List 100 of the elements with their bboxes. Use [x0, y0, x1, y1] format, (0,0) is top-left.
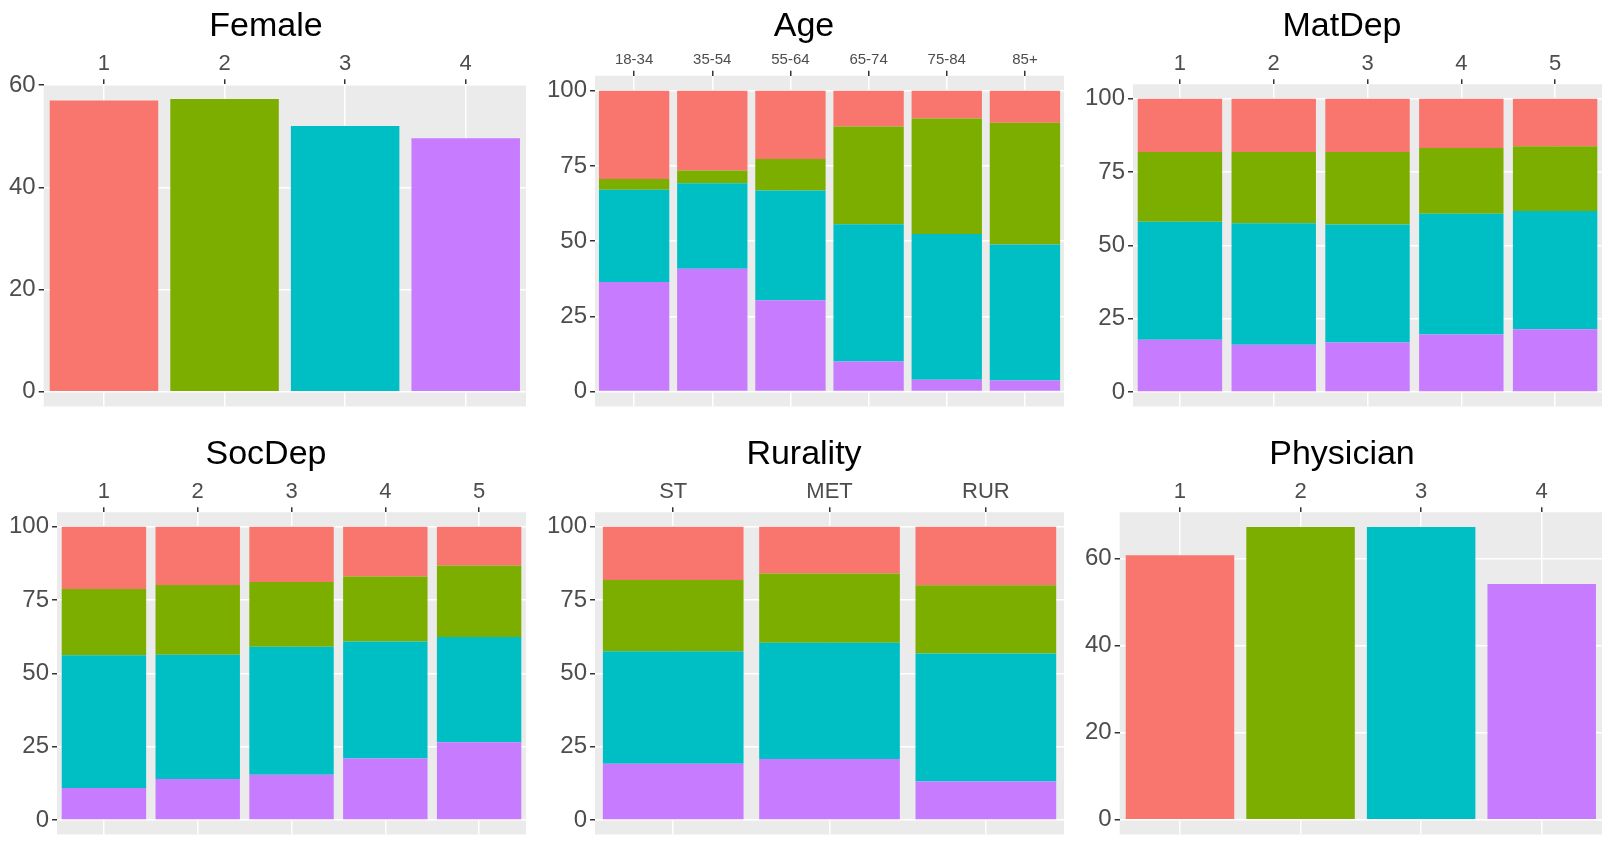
- x-tick-label: 5: [472, 478, 486, 504]
- bar: [249, 526, 334, 582]
- x-tick-label: 3: [1415, 478, 1428, 504]
- bar: [598, 189, 670, 283]
- x-tick-label: 4: [1535, 478, 1548, 504]
- bar: [915, 653, 1057, 782]
- bar: [61, 655, 147, 788]
- bar: [343, 641, 428, 759]
- y-tick-label: 60: [1084, 543, 1112, 571]
- y-tick-label: 60: [8, 69, 36, 97]
- x-tick-label: 55-64: [771, 49, 810, 67]
- x-tick-label: 65-74: [849, 49, 888, 67]
- chart-title: Rurality: [746, 432, 862, 471]
- bar: [911, 90, 982, 119]
- y-tick-label: 0: [573, 804, 588, 832]
- bar: [436, 742, 522, 820]
- bar: [755, 159, 826, 191]
- bar: [1512, 146, 1598, 212]
- bar: [833, 361, 904, 391]
- x-tick-label: 85+: [1012, 49, 1038, 67]
- bar: [1137, 221, 1223, 340]
- bar: [61, 526, 147, 589]
- y-tick-label: 100: [1085, 83, 1126, 111]
- y-tick-label: 20: [1084, 717, 1112, 745]
- bar: [49, 100, 159, 392]
- x-tick-label: 2: [1267, 50, 1280, 76]
- chart-title: Physician: [1269, 432, 1415, 471]
- bar: [677, 170, 748, 184]
- x-tick-label: 18-34: [614, 49, 654, 67]
- bar: [1137, 339, 1223, 392]
- y-tick-label: 25: [22, 731, 50, 759]
- x-tick-label: RUR: [962, 478, 1010, 504]
- bar: [759, 526, 900, 574]
- bar: [1137, 151, 1223, 222]
- bar: [1231, 223, 1316, 345]
- bar: [755, 300, 826, 391]
- bar: [833, 126, 904, 225]
- y-tick-label: 0: [573, 376, 588, 404]
- bar: [249, 646, 334, 775]
- x-tick-label: 3: [285, 478, 298, 504]
- bar: [598, 90, 670, 179]
- y-tick-label: 25: [560, 731, 588, 759]
- bar: [1487, 584, 1596, 820]
- bar: [598, 282, 670, 391]
- bar: [1512, 98, 1598, 147]
- bar: [1419, 334, 1504, 392]
- y-tick-label: 25: [1098, 303, 1126, 331]
- bar: [155, 584, 240, 655]
- x-tick-label: ST: [659, 478, 688, 504]
- bar: [989, 244, 1061, 381]
- y-tick-label: 0: [1111, 376, 1126, 404]
- bar: [677, 268, 748, 391]
- y-tick-label: 75: [22, 584, 50, 612]
- x-tick-label: 4: [459, 50, 472, 76]
- chart-title: Female: [209, 4, 323, 43]
- x-tick-label: 2: [1294, 478, 1307, 504]
- y-tick-label: 0: [22, 376, 36, 404]
- bar: [1246, 527, 1355, 820]
- bar: [911, 233, 982, 380]
- bar: [915, 585, 1057, 654]
- bar: [602, 763, 744, 820]
- y-tick-label: 100: [547, 511, 588, 539]
- bar: [343, 576, 428, 642]
- bar: [989, 380, 1061, 391]
- bar: [1231, 151, 1316, 224]
- x-tick-label: 75-84: [927, 49, 966, 67]
- chart-title: Age: [773, 4, 835, 43]
- chart-title: MatDep: [1282, 4, 1402, 43]
- y-tick-label: 75: [560, 150, 588, 178]
- bar: [833, 90, 904, 127]
- x-tick-label: 1: [97, 478, 111, 504]
- bar: [602, 526, 744, 580]
- bar: [1125, 555, 1235, 820]
- y-tick-label: 0: [1098, 804, 1112, 832]
- x-tick-label: 1: [1173, 478, 1187, 504]
- bar: [343, 526, 428, 577]
- x-tick-label: 1: [1173, 50, 1187, 76]
- bar: [989, 90, 1061, 123]
- bar: [1137, 98, 1223, 152]
- bar: [755, 190, 826, 301]
- bar: [155, 778, 240, 820]
- bar: [1325, 151, 1410, 225]
- bar: [1231, 98, 1316, 152]
- bar: [677, 90, 748, 171]
- bar: [833, 224, 904, 362]
- bar: [1512, 211, 1598, 330]
- y-tick-label: 20: [8, 274, 36, 302]
- y-tick-label: 25: [560, 301, 588, 329]
- y-tick-label: 50: [22, 658, 50, 686]
- bar: [1325, 98, 1410, 152]
- bar: [436, 565, 522, 638]
- x-tick-label: 1: [97, 50, 111, 76]
- bar: [911, 118, 982, 234]
- bar: [1366, 527, 1476, 820]
- y-tick-label: 50: [1098, 230, 1126, 258]
- bar: [602, 579, 744, 652]
- bar: [759, 758, 900, 820]
- bar: [1419, 148, 1504, 214]
- y-tick-label: 100: [547, 75, 588, 103]
- bar: [436, 526, 522, 566]
